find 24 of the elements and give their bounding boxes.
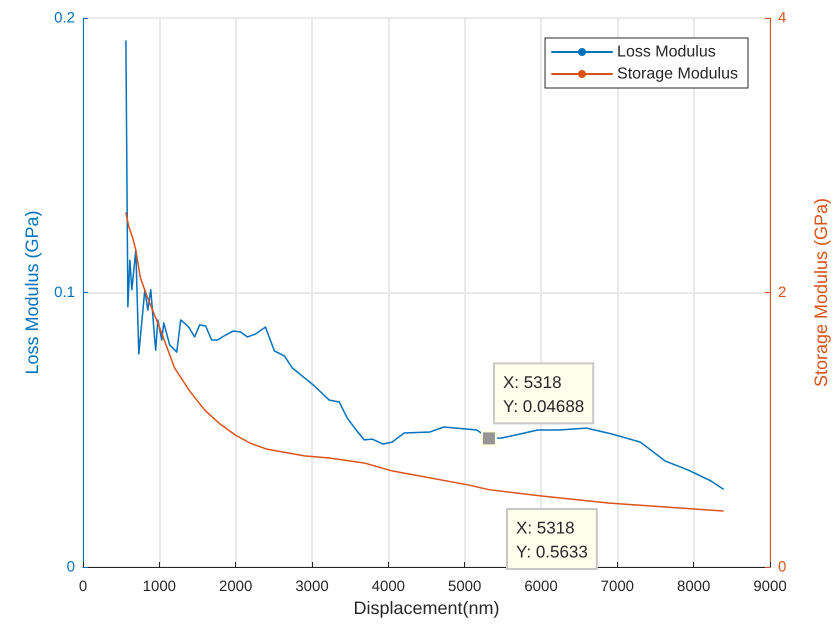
x-axis-title: Displacement(nm) <box>353 598 500 618</box>
y2-tick-label: 0 <box>778 558 786 576</box>
annotation: X: 5318 Y: 0.5633 <box>516 518 588 562</box>
x-tick-label: 2000 <box>218 578 252 595</box>
x-tick-label: 5000 <box>448 578 482 595</box>
y2-tick-label: 2 <box>778 284 786 301</box>
line-series <box>125 212 724 512</box>
y-tick-label: 0.1 <box>54 284 75 301</box>
x-tick-label: 8000 <box>676 578 710 595</box>
y-axis-title: Loss Modulus (GPa) <box>22 210 42 375</box>
y-tick-label: 0.2 <box>54 10 75 26</box>
legend-label: Storage Modulus <box>617 66 738 82</box>
x-tick-label: 1000 <box>142 578 176 595</box>
x-tick-label: 4000 <box>372 578 406 595</box>
annotation: X: 5318 Y: 0.04688 <box>502 372 584 416</box>
legend-label: Loss Modulus <box>617 44 716 60</box>
x-tick-label: 6000 <box>524 578 558 595</box>
x-tick-label: 7000 <box>600 578 634 595</box>
y-tick-label: 0 <box>66 558 75 576</box>
y2-axis-title: Storage Modulus (GPa) <box>811 198 831 388</box>
x-tick-label: 3000 <box>295 578 329 595</box>
y2-tick-label: 4 <box>778 10 786 26</box>
x-tick-label: 9000 <box>753 578 787 595</box>
x-tick-label: 0 <box>78 578 88 595</box>
